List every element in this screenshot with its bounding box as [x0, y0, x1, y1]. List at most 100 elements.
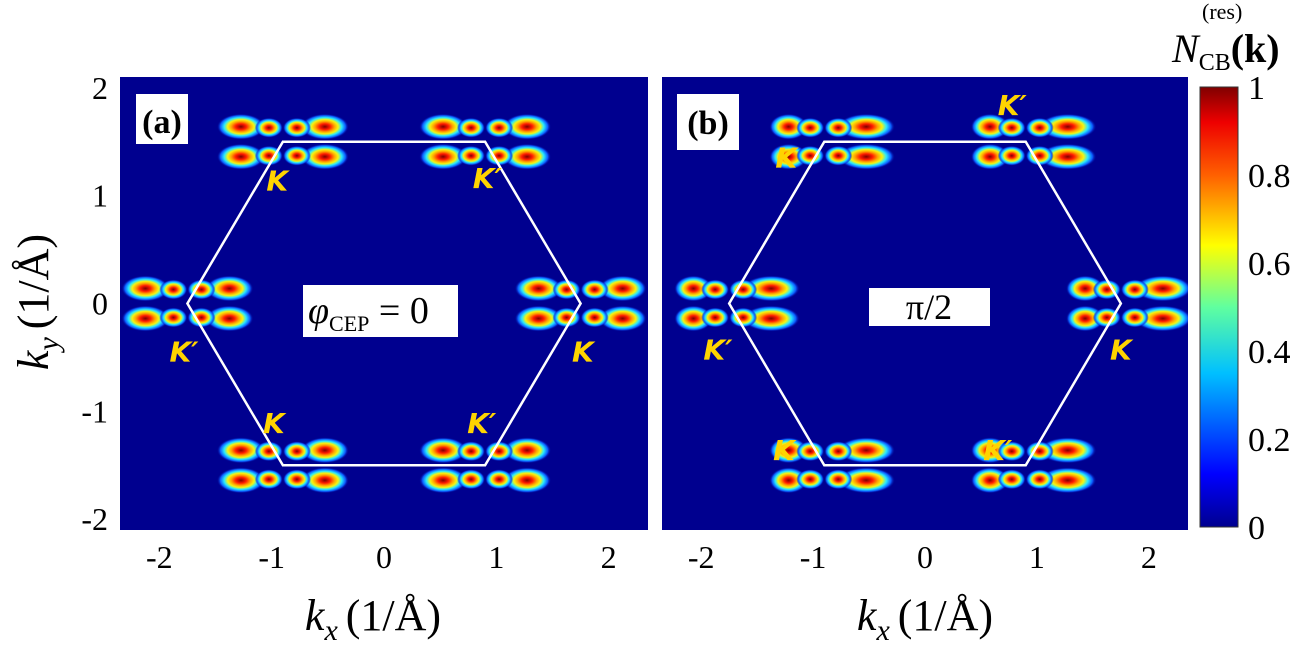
density-lobe [419, 437, 468, 464]
density-lobe [485, 469, 514, 490]
phase-annotation-b: π/2 [869, 287, 990, 327]
valley-label-b-4: K [773, 434, 797, 467]
density-lobe [796, 117, 825, 138]
colorbar-tick: 0.2 [1248, 422, 1291, 459]
valley-label-a-3: K′ [169, 336, 199, 369]
colorbar-tick: 0.4 [1248, 334, 1291, 371]
phase-annotation-a-var: φ [308, 290, 329, 332]
density-lobe [419, 467, 468, 494]
density-lobe [457, 441, 486, 462]
panel-a-valley-labels: K K′ K K′ K K′ [169, 162, 596, 440]
density-lobe [514, 305, 563, 332]
svg-text:φCEP = 0: φCEP = 0 [308, 290, 429, 336]
density-lobe [282, 469, 311, 490]
density-lobe [824, 469, 853, 490]
x-tick-a: -1 [258, 539, 285, 575]
density-lobe [503, 143, 552, 170]
valley-label-a-4: K [263, 407, 287, 440]
x-axis-label-a: kx (1/Å) [305, 591, 441, 647]
density-lobe [485, 117, 514, 138]
density-lobe [457, 145, 486, 166]
density-lobe [419, 113, 468, 140]
density-lobe [824, 441, 853, 462]
x-tick-a: -2 [146, 539, 173, 575]
panel-a: K K′ K K′ K K′ (a) φCEP = 0 [120, 77, 648, 530]
x-tick-b: 1 [1029, 539, 1045, 575]
x-tick-a: 0 [376, 539, 392, 575]
density-lobe [216, 437, 265, 464]
y-tick: 0 [92, 286, 108, 322]
density-lobe [1134, 305, 1188, 332]
density-lobe [159, 307, 188, 328]
density-lobe [1092, 279, 1121, 300]
density-lobe [997, 441, 1026, 462]
colorbar-title: NCB(k) [1171, 26, 1280, 76]
density-lobe [796, 469, 825, 490]
density-lobe [598, 305, 647, 332]
density-lobe [205, 275, 254, 302]
y-tick: 2 [92, 70, 108, 106]
density-lobe [970, 437, 1010, 464]
colorbar-tick: 0.6 [1248, 246, 1291, 283]
phase-annotation-b-text: π/2 [906, 287, 952, 327]
y-tick: -2 [81, 501, 108, 537]
panel-b: K K′ K K′ K K′ (b) π/2 [662, 77, 1188, 530]
x-tick-labels-a: -2 -1 0 1 2 [146, 539, 617, 575]
panel-a-label-box: (a) [136, 94, 188, 144]
colorbar-tick-labels: 0 0.2 0.4 0.6 0.8 1 [1248, 70, 1291, 547]
panel-a-label: (a) [142, 104, 182, 141]
panel-b-density-blobs [674, 113, 1188, 494]
density-lobe [254, 145, 283, 166]
panel-b-valley-labels: K K′ K K′ K K′ [703, 89, 1134, 467]
density-lobe [729, 307, 758, 328]
density-lobe [121, 275, 170, 302]
x-tick-b: -1 [800, 539, 827, 575]
colorbar-tick: 0.8 [1248, 158, 1291, 195]
density-lobe [580, 307, 609, 328]
valley-label-a-0: K [266, 164, 290, 197]
density-lobe [742, 305, 800, 332]
x-tick-b: -2 [688, 539, 715, 575]
density-lobe [503, 113, 552, 140]
density-lobe [796, 145, 825, 166]
x-tick-b: 0 [917, 539, 933, 575]
phase-annotation-a-rest: = 0 [369, 290, 428, 332]
panel-b-label-box: (b) [677, 94, 739, 150]
y-tick: -1 [81, 393, 108, 429]
valley-label-a-2: K [572, 336, 596, 369]
density-lobe [970, 143, 1010, 170]
density-lobe [742, 275, 800, 302]
panel-a-density-blobs [121, 113, 647, 494]
density-lobe [187, 307, 216, 328]
valley-label-a-1: K′ [473, 162, 503, 195]
density-lobe [282, 117, 311, 138]
density-lobe [121, 305, 170, 332]
y-tick: 1 [92, 178, 108, 214]
density-lobe [300, 437, 349, 464]
valley-label-b-2: K [1110, 334, 1134, 367]
density-lobe [970, 113, 1010, 140]
colorbar: 0 0.2 0.4 0.6 0.8 1 NCB(k) (res) [1171, 0, 1291, 547]
density-lobe [970, 467, 1010, 494]
density-lobe [1038, 437, 1097, 464]
density-lobe [701, 279, 730, 300]
x-tick-a: 2 [601, 539, 617, 575]
density-lobe [457, 117, 486, 138]
panel-b-label: (b) [687, 105, 729, 142]
density-lobe [701, 307, 730, 328]
density-lobe [1025, 469, 1054, 490]
density-lobe [1120, 279, 1149, 300]
density-lobe [837, 467, 896, 494]
density-lobe [580, 279, 609, 300]
x-tick-a: 1 [488, 539, 504, 575]
density-lobe [216, 467, 265, 494]
density-lobe [300, 113, 349, 140]
y-tick-labels: -2 -1 0 1 2 [81, 70, 108, 537]
valley-label-b-1: K′ [998, 89, 1028, 122]
density-lobe [485, 441, 514, 462]
density-lobe [1025, 117, 1054, 138]
colorbar-gradient [1199, 86, 1239, 528]
density-lobe [552, 279, 581, 300]
density-lobe [1038, 113, 1097, 140]
